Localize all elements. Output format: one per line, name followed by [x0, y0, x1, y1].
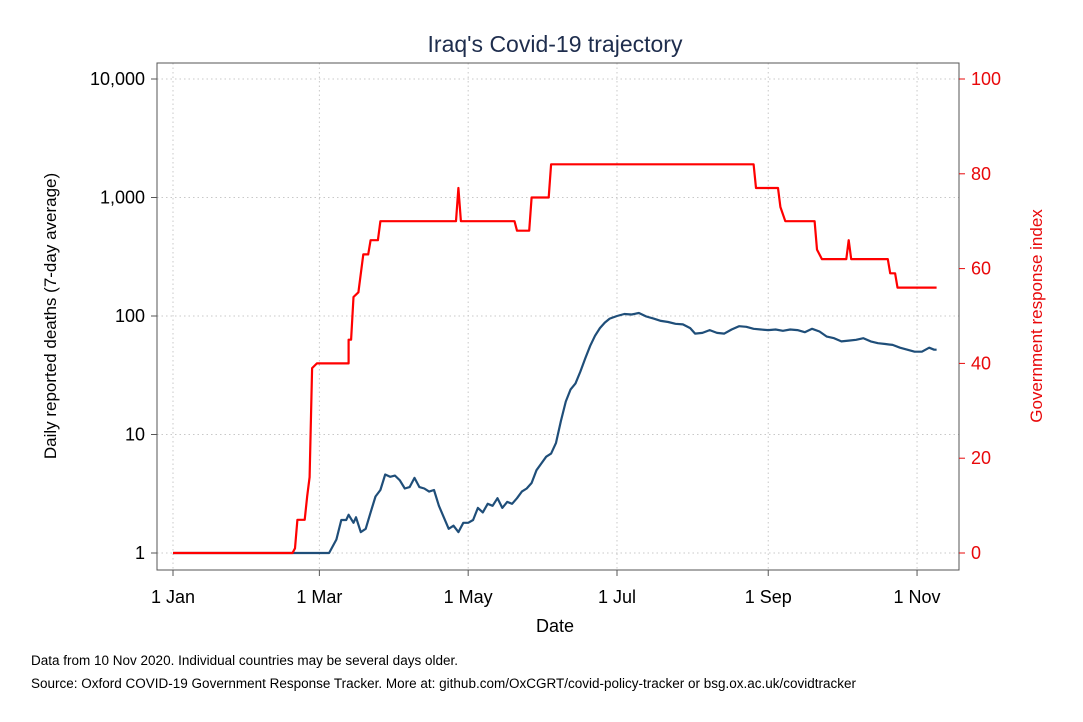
chart-title: Iraq's Covid-19 trajectory: [428, 31, 683, 57]
y-right-axis-title: Government response index: [1027, 209, 1046, 423]
y-left-tick-label: 1: [135, 543, 145, 563]
y-right-tick-label: 0: [971, 543, 981, 563]
gridlines: [157, 63, 959, 570]
x-axis-title: Date: [536, 616, 574, 636]
x-tick-label: 1 May: [444, 587, 493, 607]
x-tick-label: 1 Sep: [745, 587, 792, 607]
y-right-tick-label: 20: [971, 448, 991, 468]
y-right-tick-label: 80: [971, 164, 991, 184]
x-tick-label: 1 Mar: [296, 587, 342, 607]
y-right-tick-label: 40: [971, 353, 991, 373]
axes: 1 Jan 1 Mar 1 May 1 Jul 1 Sep 1 Nov 1 10 100 1,00…: [90, 69, 1001, 607]
footer-note-data-date: Data from 10 Nov 2020. Individual countr…: [31, 653, 458, 668]
y-left-axis-title: Daily reported deaths (7-day average): [41, 173, 60, 459]
deaths-series-line: [173, 311, 937, 555]
y-left-tick-label: 10,000: [90, 69, 145, 89]
series-layer: [173, 163, 937, 555]
footer-note-source: Source: Oxford COVID-19 Government Respo…: [31, 676, 857, 691]
y-right-tick-label: 60: [971, 259, 991, 279]
x-tick-label: 1 Nov: [894, 587, 941, 607]
y-left-tick-label: 10: [125, 425, 145, 445]
x-tick-label: 1 Jan: [151, 587, 195, 607]
y-right-tick-label: 100: [971, 69, 1001, 89]
response-index-series-line: [173, 163, 937, 555]
x-tick-label: 1 Jul: [598, 587, 636, 607]
y-left-tick-label: 100: [115, 306, 145, 326]
y-left-tick-label: 1,000: [100, 188, 145, 208]
